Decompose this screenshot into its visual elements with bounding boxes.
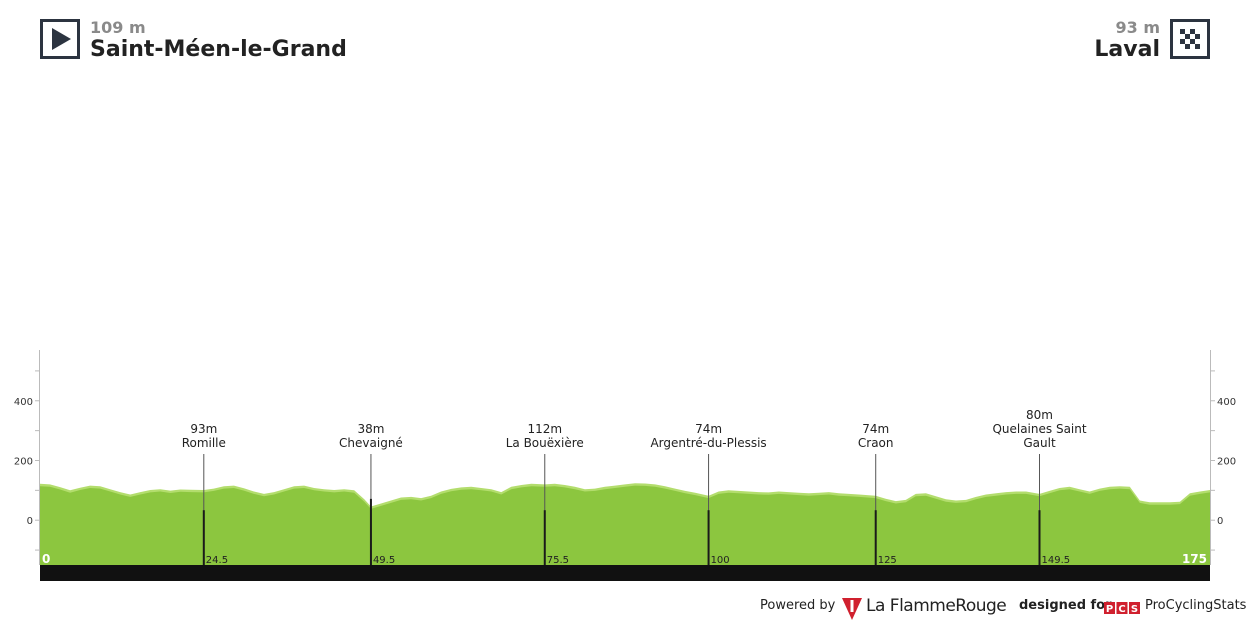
right-y-tick-label: 400 — [1217, 397, 1236, 408]
start-altitude: 109 m — [90, 18, 146, 37]
finish-city: Laval — [1094, 37, 1160, 62]
svg-text:C: C — [1118, 604, 1125, 614]
waypoint-altitude: 74m — [695, 422, 722, 436]
left-y-tick-label: 200 — [14, 456, 33, 467]
finish-altitude: 93 m — [1115, 18, 1160, 37]
waypoint-km-label: 49.5 — [373, 555, 395, 566]
left-y-tick-label: 0 — [27, 516, 33, 527]
waypoint-altitude: 74m — [862, 422, 889, 436]
designed-for-label: designed for — [1019, 598, 1112, 613]
waypoint-km-label: 125 — [878, 555, 897, 566]
left-y-tick-label: 400 — [14, 397, 33, 408]
pcs-brand: ProCyclingStats — [1145, 598, 1247, 613]
start-km-label: 0 — [42, 552, 50, 566]
waypoint-altitude: 112m — [527, 422, 562, 436]
waypoint-altitude: 38m — [357, 422, 384, 436]
waypoint-km-label: 100 — [711, 555, 730, 566]
waypoint-name: La Bouëxière — [506, 436, 584, 450]
waypoint-name: Argentré-du-Plessis — [650, 436, 766, 450]
waypoint-km-label: 149.5 — [1042, 555, 1071, 566]
right-y-tick-label: 0 — [1217, 516, 1223, 527]
start-city: Saint-Méen-le-Grand — [90, 37, 347, 62]
svg-text:P: P — [1106, 604, 1113, 614]
play-icon — [40, 19, 80, 59]
waypoint-name: Quelaines Saint — [992, 422, 1086, 436]
svg-text:S: S — [1131, 604, 1138, 614]
waypoint-name: Chevaigné — [339, 436, 403, 450]
pcs-logo: P C S — [1104, 602, 1140, 614]
end-km-label: 175 — [1182, 552, 1207, 566]
distance-bar — [40, 565, 1210, 581]
waypoint-altitude: 93m — [190, 422, 217, 436]
waypoint-name: Gault — [1023, 436, 1056, 450]
powered-by-label: Powered by — [760, 598, 836, 613]
waypoint-km-label: 75.5 — [547, 555, 569, 566]
checkered-flag-icon — [1170, 19, 1210, 59]
waypoint-altitude: 80m — [1026, 408, 1053, 422]
right-y-tick-label: 200 — [1217, 456, 1236, 467]
waypoint-name: Craon — [858, 436, 894, 450]
flamme-rouge-brand: La FlammeRouge — [866, 596, 1007, 616]
elevation-area — [40, 485, 1210, 565]
waypoint-km-label: 24.5 — [206, 555, 228, 566]
waypoint-name: Romille — [182, 436, 226, 450]
flamme-rouge-logo-icon — [842, 598, 862, 620]
